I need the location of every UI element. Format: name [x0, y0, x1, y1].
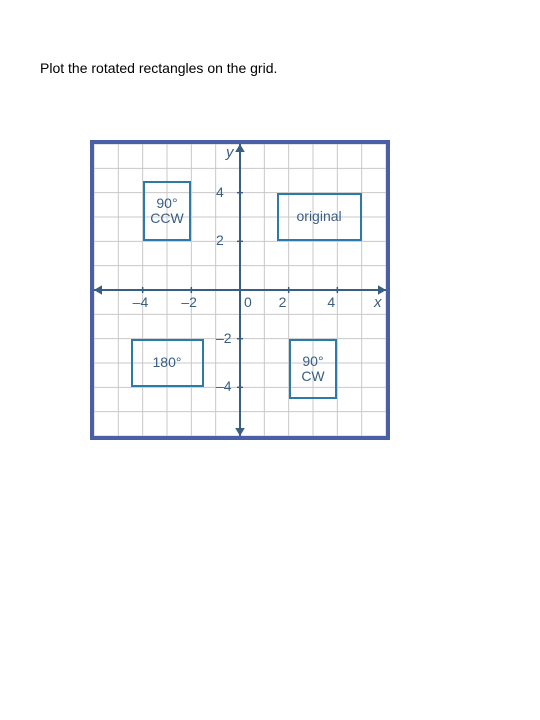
instruction-text: Plot the rotated rectangles on the grid. [40, 60, 277, 76]
x-tick-label: 4 [327, 294, 335, 310]
rotated-rect-original: original [277, 193, 362, 242]
y-tick-label: –4 [216, 378, 232, 394]
x-tick-label: –4 [133, 294, 149, 310]
x-tick-label: 2 [279, 294, 287, 310]
rotated-rect-ccw90: 90° CCW [143, 181, 192, 242]
x-tick-label: –2 [181, 294, 197, 310]
rotated-rect-r180: 180° [131, 339, 204, 388]
rotated-rect-cw90: 90° CW [289, 339, 338, 400]
y-axis-label: y [226, 144, 234, 161]
y-tick-label: 4 [216, 184, 224, 200]
y-tick-label: –2 [216, 330, 232, 346]
x-axis-label: x [374, 294, 382, 311]
rect-label-r180: 180° [153, 355, 182, 370]
coordinate-grid: –4 –2 0 2 4 4 2 –2 –4 y x original 90° CCW 180° 90° CW [90, 140, 390, 440]
x-tick-label: 0 [244, 294, 252, 310]
y-tick-label: 2 [216, 232, 224, 248]
rect-label-ccw90: 90° CCW [150, 196, 183, 227]
rect-label-original: original [297, 209, 342, 224]
rect-label-cw90: 90° CW [301, 354, 324, 385]
grid-svg [94, 144, 386, 436]
